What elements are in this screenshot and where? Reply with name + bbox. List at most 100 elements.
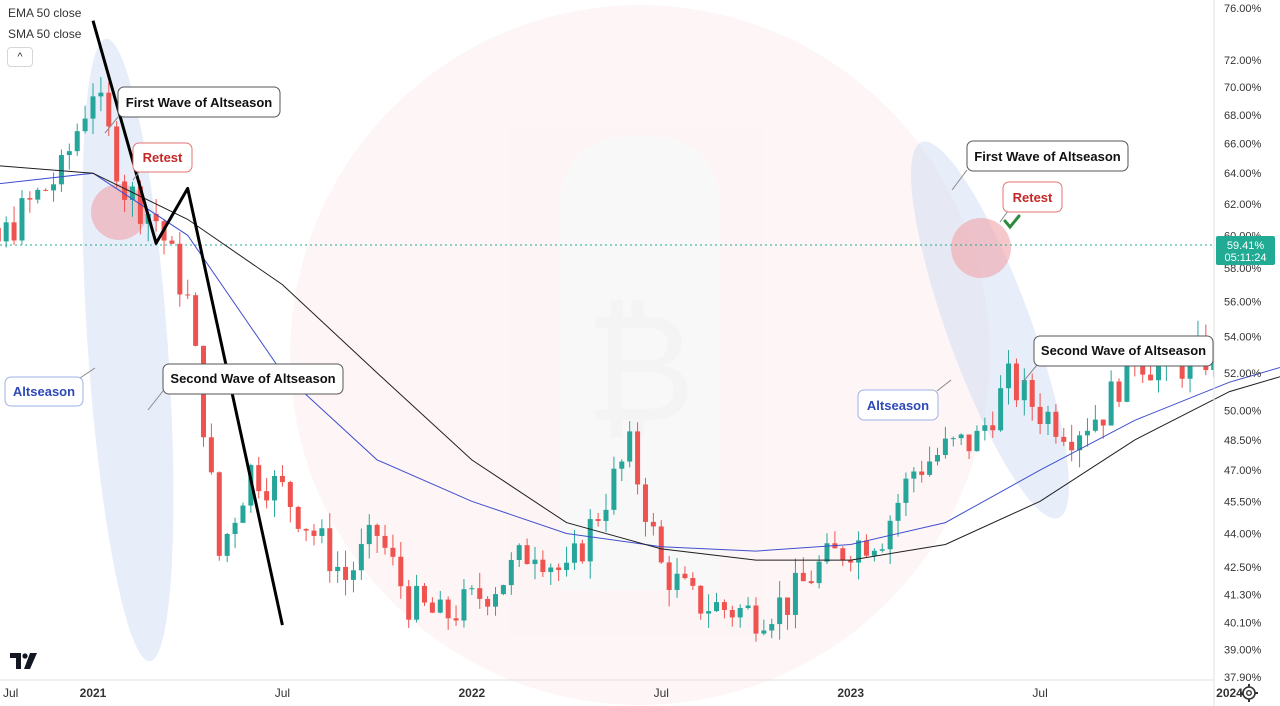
candle-body [343,566,349,580]
candle-body [524,545,530,565]
candle-body [1108,381,1114,426]
candle-body [619,461,625,469]
tradingview-logo-icon[interactable] [10,653,38,669]
candle-body [311,530,317,536]
y-tick-label: 64.00% [1224,168,1262,180]
candle-body [1053,411,1059,437]
candle-body [74,131,80,152]
candle-body [350,570,356,580]
y-axis[interactable]: 76.00% 72.00% 70.00% 68.00% 66.00% 64.00% 62.0… [1224,3,1262,684]
candle-body [485,598,491,607]
x-axis[interactable]: Jul2021Jul2022Jul2023Jul2024Jul2025Jul20… [3,686,1280,700]
candle-body [737,608,743,618]
candle-body [642,484,648,522]
candle-body [374,524,380,536]
candle-body [532,559,538,565]
x-tick-label: Jul [1032,686,1047,700]
altseason-region-right [911,141,1069,519]
candle-body [366,524,372,545]
annotation-text: Second Wave of Altseason [170,371,335,386]
candle-body [587,519,593,562]
candle-body [919,471,925,475]
candle-body [927,461,933,475]
candle-body [232,522,238,534]
candle-body [1155,365,1161,381]
candle-body [792,572,798,615]
candle-body [1029,380,1035,407]
annotation-first-wave-left: First Wave of Altseason [117,86,281,118]
y-tick-label: 40.10% [1224,618,1262,630]
y-tick-label: 37.90% [1224,672,1262,684]
legend-sma[interactable]: SMA 50 close [8,27,82,41]
candle-body [595,519,601,521]
annotation-second-wave-left: Second Wave of Altseason [162,363,344,395]
annotation-text: First Wave of Altseason [974,149,1120,164]
candle-body [453,618,459,621]
candle-body [816,561,822,584]
y-tick-label: 76.00% [1224,3,1262,15]
candle-body [19,198,25,241]
watermark: ₿ [290,5,990,705]
candle-body [287,482,293,507]
candle-body [571,543,577,563]
candle-body [1140,365,1146,375]
y-tick-label: 45.50% [1224,496,1262,508]
candle-body [1013,363,1019,401]
candle-body [114,126,120,182]
candle-body [98,92,104,97]
candle-body [635,431,641,485]
candle-body [122,181,128,200]
y-tick-label: 56.00% [1224,297,1262,309]
svg-text:₿: ₿ [584,282,695,456]
y-tick-label: 47.00% [1224,465,1262,477]
candle-body [469,588,475,590]
candle-body [3,222,9,242]
candle-body [603,509,609,521]
check-icon [1003,214,1021,230]
candle-body [1274,320,1279,322]
candle-body [216,472,222,556]
price-badge: 59.41% 05:11:24 [1216,236,1275,265]
y-tick-label: 68.00% [1224,110,1262,122]
candle-body [1124,348,1130,402]
annotation-text: Second Wave of Altseason [1041,343,1206,358]
candle-body [1179,361,1185,379]
candle-body [508,559,514,586]
candle-body [445,599,451,619]
annotation-text: Retest [1013,190,1053,205]
candle-body [848,560,854,563]
candle-body [208,437,214,473]
annotation-text: Retest [143,150,183,165]
candle-body [185,294,191,296]
settings-icon[interactable] [1238,682,1260,704]
candle-body [106,92,112,127]
y-tick-label: 62.00% [1224,199,1262,211]
candle-body [11,222,17,241]
candle-body [785,597,791,615]
candle-body [169,240,175,244]
x-tick-label: 2023 [837,686,864,700]
legend-ema[interactable]: EMA 50 close [8,6,82,20]
candle-body [137,186,143,224]
candle-body [627,431,633,462]
collapse-legend-button[interactable]: ^ [7,47,33,67]
candle-body [658,526,664,563]
candle-body [90,96,96,119]
candle-body [950,438,956,440]
candle-body [934,455,940,462]
candle-body [998,388,1004,431]
candle-body [579,543,585,562]
y-tick-label: 58.00% [1224,263,1262,275]
y-tick-label: 66.00% [1224,139,1262,151]
candle-body [35,189,41,200]
candle-body [358,544,364,571]
candle-body [240,505,246,523]
candle-body [516,545,522,560]
candle-body [1006,363,1012,389]
ema-50-line [0,165,1280,561]
candle-body [856,540,862,563]
candle-body [721,602,727,610]
annotation-first-wave-right: First Wave of Altseason [966,140,1129,172]
candle-body [863,540,869,556]
